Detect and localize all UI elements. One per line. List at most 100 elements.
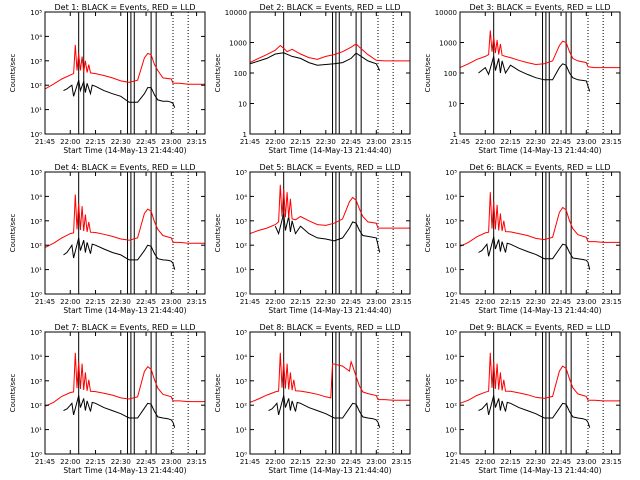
detector-panel-7: Det 7: BLACK = Events, RED = LLD 10⁰ 10¹ 10… (9, 323, 207, 475)
x-axis-label: Start Time (14-May-13 21:44:40) (478, 466, 601, 475)
x-tick-label: 22:30 (111, 458, 131, 466)
x-tick-label: 22:30 (316, 298, 336, 306)
y-tick-label: 10 (448, 101, 457, 109)
series-lld-line (459, 352, 620, 404)
y-tick-label: 10² (445, 242, 457, 250)
y-tick-label: 10² (30, 242, 42, 250)
series-lld-line (459, 192, 620, 247)
y-axis-label: Counts/sec (9, 374, 17, 413)
x-tick-label: 22:30 (111, 298, 131, 306)
x-tick-label: 21:45 (240, 298, 260, 306)
detector-panel-8: Det 8: BLACK = Events, RED = LLD 10⁰ 10¹ 10… (214, 323, 412, 475)
series-events-line (478, 236, 591, 270)
y-tick-label: 100 (234, 70, 247, 78)
x-tick-label: 23:00 (576, 298, 596, 306)
panel-title: Det 8: BLACK = Events, RED = LLD (260, 323, 401, 332)
y-tick-label: 10⁵ (235, 329, 247, 337)
y-tick-label: 10² (445, 402, 457, 410)
x-tick-label: 21:45 (240, 458, 260, 466)
y-tick-label: 10¹ (445, 427, 457, 435)
panel-title: Det 7: BLACK = Events, RED = LLD (55, 323, 196, 332)
y-tick-label: 10³ (235, 378, 247, 386)
x-tick-label: 21:45 (35, 458, 55, 466)
x-tick-label: 22:45 (136, 458, 156, 466)
x-tick-label: 23:15 (391, 138, 411, 146)
x-tick-label: 23:00 (366, 458, 386, 466)
y-axis-label: Counts/sec (214, 374, 222, 413)
y-tick-label: 10000 (435, 9, 457, 17)
y-tick-label: 10² (235, 402, 247, 410)
y-tick-label: 1 (453, 131, 457, 139)
plot-frame (44, 11, 206, 135)
x-tick-label: 22:45 (551, 138, 571, 146)
x-tick-label: 22:00 (265, 298, 285, 306)
y-axis-label: Counts/sec (424, 54, 432, 93)
x-tick-label: 22:00 (265, 138, 285, 146)
y-tick-label: 10⁴ (445, 193, 457, 201)
y-tick-label: 10⁴ (30, 33, 42, 41)
x-tick-label: 22:45 (136, 298, 156, 306)
x-tick-label: 22:00 (265, 458, 285, 466)
x-tick-label: 21:45 (35, 138, 55, 146)
y-axis-label: Counts/sec (214, 214, 222, 253)
x-tick-label: 22:45 (341, 458, 361, 466)
y-tick-label: 10⁰ (30, 291, 42, 299)
y-tick-label: 10³ (30, 58, 42, 66)
x-tick-label: 23:00 (576, 138, 596, 146)
y-tick-label: 10³ (30, 218, 42, 226)
y-tick-label: 10⁰ (30, 131, 42, 139)
detector-panel-9: Det 9: BLACK = Events, RED = LLD 10⁰ 10¹ 10… (424, 323, 622, 475)
x-tick-label: 22:45 (136, 138, 156, 146)
y-tick-label: 1 (243, 131, 247, 139)
x-tick-label: 22:45 (551, 458, 571, 466)
panel-title: Det 3: BLACK = Events, RED = LLD (470, 3, 611, 12)
series-lld-line (249, 184, 410, 235)
y-tick-label: 10¹ (30, 267, 42, 275)
series-lld-line (44, 352, 205, 407)
detector-panel-3: Det 3: BLACK = Events, RED = LLD 1 10 100 10… (424, 3, 622, 155)
x-tick-label: 23:00 (366, 298, 386, 306)
y-tick-label: 10³ (30, 378, 42, 386)
y-tick-label: 10000 (225, 9, 247, 17)
x-tick-label: 22:15 (500, 458, 520, 466)
x-tick-label: 22:45 (341, 138, 361, 146)
detector-panel-1: Det 1: BLACK = Events, RED = LLD 10⁰ 10¹ 10… (9, 3, 207, 155)
y-tick-label: 10¹ (235, 427, 247, 435)
y-tick-label: 10⁵ (30, 169, 42, 177)
y-tick-label: 10¹ (30, 427, 42, 435)
x-tick-label: 22:30 (526, 298, 546, 306)
x-tick-label: 22:30 (111, 138, 131, 146)
x-axis-label: Start Time (14-May-13 21:44:40) (478, 306, 601, 315)
y-tick-label: 10² (30, 402, 42, 410)
panel-title: Det 2: BLACK = Events, RED = LLD (260, 3, 401, 12)
x-tick-label: 21:45 (450, 138, 470, 146)
y-tick-label: 10 (238, 101, 247, 109)
x-axis-label: Start Time (14-May-13 21:44:40) (268, 146, 391, 155)
x-tick-label: 22:00 (60, 298, 80, 306)
x-tick-label: 21:45 (450, 298, 470, 306)
y-tick-label: 10² (30, 82, 42, 90)
x-tick-label: 23:00 (576, 458, 596, 466)
series-events-line (268, 395, 381, 428)
y-tick-label: 10⁴ (445, 353, 457, 361)
x-tick-label: 22:15 (500, 298, 520, 306)
x-tick-label: 22:00 (475, 458, 495, 466)
detector-panel-4: Det 4: BLACK = Events, RED = LLD 10⁰ 10¹ 10… (9, 163, 207, 315)
series-events-line (63, 395, 176, 428)
y-tick-label: 10⁰ (235, 291, 247, 299)
y-tick-label: 10⁰ (30, 451, 42, 459)
x-tick-label: 22:00 (60, 138, 80, 146)
x-axis-label: Start Time (14-May-13 21:44:40) (63, 146, 186, 155)
x-tick-label: 22:45 (551, 298, 571, 306)
series-events-line (249, 52, 381, 71)
x-axis-label: Start Time (14-May-13 21:44:40) (63, 466, 186, 475)
y-tick-label: 10⁵ (235, 169, 247, 177)
x-tick-label: 23:15 (391, 458, 411, 466)
y-axis-label: Counts/sec (424, 374, 432, 413)
panel-title: Det 1: BLACK = Events, RED = LLD (55, 3, 196, 12)
series-events-line (478, 395, 591, 428)
series-lld-line (44, 194, 205, 249)
x-tick-label: 23:15 (186, 298, 206, 306)
x-tick-label: 22:30 (316, 458, 336, 466)
series-events-line (274, 213, 381, 253)
